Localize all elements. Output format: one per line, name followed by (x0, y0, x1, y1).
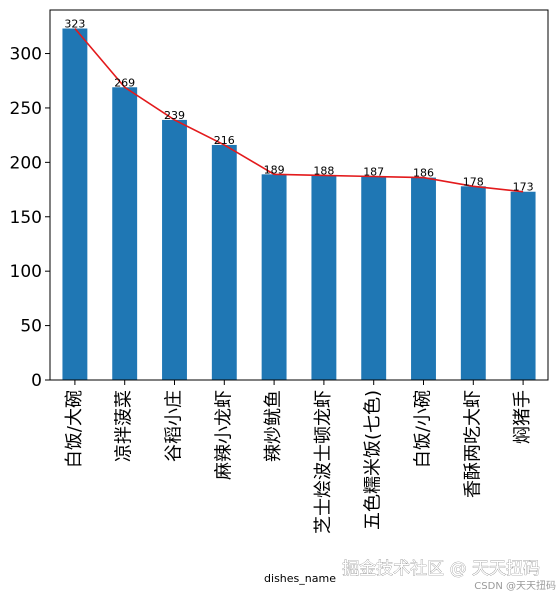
x-tick-label: 白饭/小碗 (413, 390, 434, 468)
bar (261, 174, 287, 380)
bar (162, 119, 187, 380)
x-tick-label: 辣炒鱿鱼 (263, 390, 284, 462)
bar (510, 191, 536, 380)
bar (211, 144, 237, 380)
y-tick-label: 100 (10, 262, 42, 282)
x-tick-label: 芝士烩波士顿龙虾 (313, 390, 334, 534)
x-tick-label: 麻辣小龙虾 (213, 390, 234, 480)
data-label: 178 (463, 175, 484, 188)
bar (112, 87, 138, 380)
y-tick-label: 150 (10, 208, 42, 228)
x-tick-label: 谷稻小庄 (164, 390, 185, 462)
plot-frame (49, 9, 549, 381)
x-tick-label: 白饭/大碗 (64, 390, 85, 468)
x-tick-label: 五色糯米饭(七色) (363, 390, 384, 530)
x-tick-label: 焖猪手 (512, 390, 533, 444)
trend-line (74, 27, 524, 193)
data-label: 189 (264, 163, 285, 176)
data-label: 173 (513, 181, 534, 194)
data-label: 239 (164, 109, 185, 122)
data-label: 188 (313, 164, 334, 177)
bar (62, 28, 88, 380)
data-labels-group: 323 269 239 216 189 188 187 186 178 173 (64, 18, 533, 194)
line-overlay-group (74, 27, 524, 193)
x-axis: 白饭/大碗 凉拌菠菜 谷稻小庄 麻辣小龙虾 辣炒鱿鱼 芝士烩波士顿龙虾 五色糯米饭(七色) 白… (64, 380, 533, 534)
y-tick-label: 50 (20, 317, 42, 337)
watermark-sub: CSDN @天天扭码 (474, 579, 556, 592)
y-axis: 0 50 100 150 200 250 300 (10, 45, 50, 391)
x-tick-label: 香酥两吃大虾 (462, 390, 483, 498)
bar (361, 176, 387, 380)
data-label: 269 (114, 76, 135, 89)
y-tick-label: 300 (10, 45, 42, 65)
x-axis-label: dishes_name (264, 572, 336, 585)
bar (411, 177, 436, 380)
y-tick-label: 250 (10, 99, 42, 119)
data-label: 187 (363, 166, 384, 179)
x-tick-label: 凉拌菠菜 (114, 390, 135, 462)
bars-group (62, 28, 536, 380)
bar (311, 175, 337, 380)
bar (460, 186, 486, 380)
data-label: 186 (413, 167, 434, 180)
y-tick-label: 200 (10, 153, 42, 173)
y-tick-label: 0 (31, 371, 42, 391)
data-label: 323 (64, 18, 85, 31)
data-label: 216 (214, 134, 235, 147)
watermark-main: 掘金技术社区 @ 天天扭码 (342, 559, 540, 579)
